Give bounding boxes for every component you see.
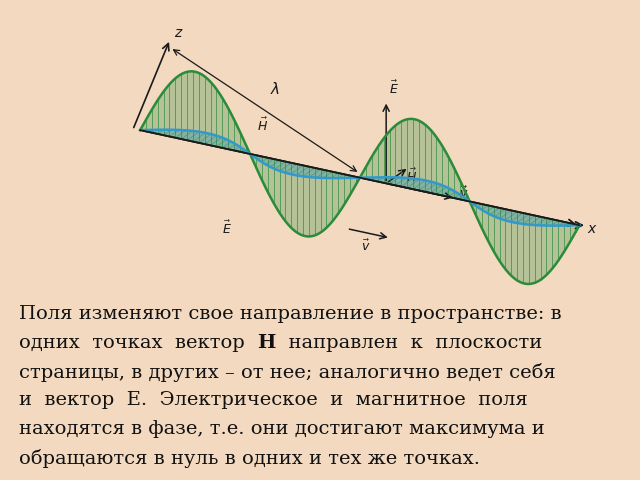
Polygon shape xyxy=(470,202,579,226)
Text: одних  точках  вектор: одних точках вектор xyxy=(19,334,257,352)
Text: обращаются в нуль в одних и тех же точках.: обращаются в нуль в одних и тех же точка… xyxy=(19,449,480,468)
Text: $\vec{v}$: $\vec{v}$ xyxy=(460,186,469,202)
Text: $\vec{E}$: $\vec{E}$ xyxy=(388,80,399,97)
Text: и  вектор  Е.  Электрическое  и  магнитное  поля: и вектор Е. Электрическое и магнитное по… xyxy=(19,391,528,409)
Polygon shape xyxy=(360,177,470,202)
Text: $\vec{H}$: $\vec{H}$ xyxy=(257,117,269,134)
Text: z: z xyxy=(174,26,181,40)
Polygon shape xyxy=(250,154,360,237)
Polygon shape xyxy=(360,119,470,202)
Polygon shape xyxy=(250,154,360,178)
Text: страницы, в других – от нее; аналогично ведет себя: страницы, в других – от нее; аналогично … xyxy=(19,362,556,382)
Polygon shape xyxy=(140,130,250,154)
Text: направлен  к  плоскости: направлен к плоскости xyxy=(276,334,542,352)
Text: Н: Н xyxy=(257,334,276,352)
Text: x: x xyxy=(587,222,595,236)
Text: Поля изменяют свое направление в пространстве: в: Поля изменяют свое направление в простра… xyxy=(19,305,562,323)
Polygon shape xyxy=(140,72,250,154)
Text: $\vec{v}$: $\vec{v}$ xyxy=(361,239,371,254)
Text: $\vec{H}$: $\vec{H}$ xyxy=(406,168,417,185)
Text: $\vec{E}$: $\vec{E}$ xyxy=(222,219,232,237)
Polygon shape xyxy=(470,202,579,284)
Text: находятся в фазе, т.е. они достигают максимума и: находятся в фазе, т.е. они достигают мак… xyxy=(19,420,545,438)
Text: $\lambda$: $\lambda$ xyxy=(270,81,280,97)
